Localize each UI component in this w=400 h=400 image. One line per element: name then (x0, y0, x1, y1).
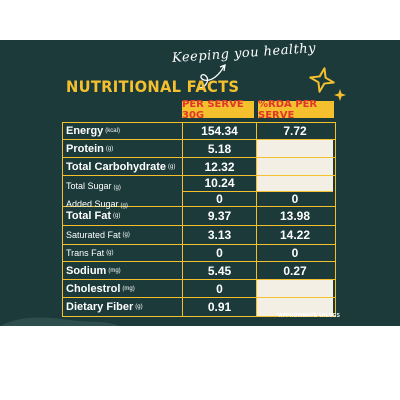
serve-value: 3.13 (183, 226, 257, 244)
serve-value: 10.24 (183, 176, 256, 192)
serve-value: 0 (183, 280, 257, 297)
rda-value: 7.72 (283, 124, 307, 138)
serve-value: 9.37 (183, 207, 257, 225)
rda-value: 0 (291, 246, 299, 260)
serve-value: 0.91 (183, 298, 257, 316)
sparkle-small-icon (334, 89, 346, 101)
row-label: Cholestrol (66, 282, 121, 295)
table-row-total-fat: Total Fat (g) 9.37 13.98 (63, 207, 335, 226)
table-row-protein: Protein (g) 5.18 (63, 140, 335, 158)
serve-value: 5.18 (183, 140, 257, 157)
rda-value: 0 (291, 191, 299, 206)
rda-empty-cell (257, 140, 333, 157)
table-row-sodium: Sodium (mg) 5.45 0.27 (63, 262, 335, 280)
row-unit: (g) (105, 145, 114, 152)
row-label: Total Sugar (66, 181, 112, 191)
column-header-per-serve: PER SERVE 30G (182, 99, 254, 121)
row-label: Total Fat (66, 210, 112, 222)
footnote: *APPROXIMATE VALUES (276, 313, 340, 319)
serve-value: 0 (183, 245, 257, 261)
rda-empty-cell (257, 158, 333, 175)
serve-value: 5.45 (183, 262, 257, 279)
column-header-rda: %RDA PER SERVE (258, 99, 334, 121)
serve-value: 0 (216, 191, 223, 206)
row-unit: (mg) (108, 267, 121, 274)
rda-empty-cell (257, 176, 333, 192)
tagline: Keeping you healthy (171, 40, 317, 67)
row-unit: (g) (168, 163, 176, 170)
table-row-carbohydrate: Total Carbohydrate (g) 12.32 (63, 158, 335, 176)
sparkle-icon (309, 67, 335, 93)
page-title: NUTRITIONAL FACTS (66, 77, 240, 96)
decorative-wave (0, 317, 120, 326)
rda-value: 13.98 (279, 209, 311, 223)
rda-value: 14.22 (279, 228, 311, 242)
table-row-trans-fat: Trans Fat (g) 0 0 (63, 245, 335, 262)
rda-empty-cell (257, 298, 333, 316)
row-unit: (g) (113, 213, 121, 219)
row-unit: (g) (113, 185, 121, 191)
serve-value: 154.34 (183, 123, 257, 139)
table-row-energy: Energy (kcal) 154.34 7.72 (63, 123, 335, 140)
table-row-dietary-fiber: Dietary Fiber (g) 0.91 (63, 298, 335, 316)
row-label: Dietary Fiber (66, 301, 134, 313)
table-row-sugar: Total Sugar (g) Added Sugar (g) 10.24 0 0 (63, 176, 335, 209)
row-label: Protein (66, 142, 104, 155)
rda-value: 0.27 (283, 263, 307, 278)
row-unit: (g) (120, 203, 128, 209)
swirl-arrow-icon (197, 63, 226, 89)
row-label: Energy (66, 125, 104, 137)
row-label: Total Carbohydrate (66, 160, 167, 173)
row-label: Added Sugar (66, 199, 119, 209)
nutrition-panel: Keeping you healthy NUTRITIONAL FACTS PE… (0, 40, 400, 326)
row-label: Trans Fat (66, 248, 105, 258)
row-unit: (mg) (122, 285, 135, 292)
row-unit: (kcal) (105, 128, 120, 134)
rda-empty-cell (257, 280, 333, 297)
row-unit: (g) (122, 232, 130, 238)
nutrition-table: Energy (kcal) 154.34 7.72 Protein (g) 5.18… (62, 122, 336, 317)
table-row-cholesterol: Cholestrol (mg) 0 (63, 280, 335, 298)
row-label: Sodium (66, 264, 107, 277)
row-unit: (g) (135, 304, 143, 310)
table-row-saturated-fat: Saturated Fat (g) 3.13 14.22 (63, 226, 335, 245)
serve-value: 12.32 (183, 158, 257, 175)
row-unit: (g) (106, 250, 114, 256)
row-label: Saturated Fat (66, 230, 121, 240)
